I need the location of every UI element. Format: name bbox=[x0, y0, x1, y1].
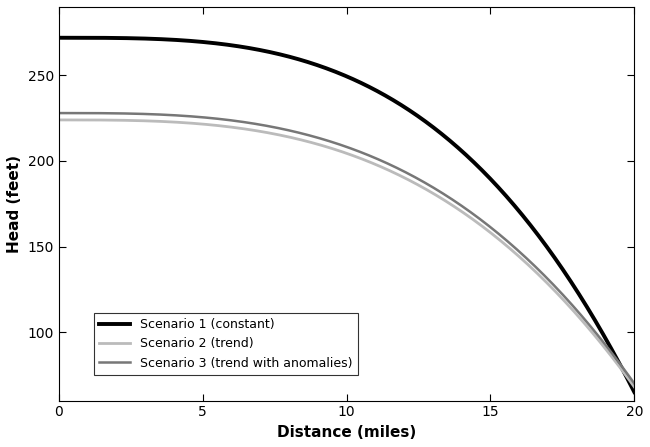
Legend: Scenario 1 (constant), Scenario 2 (trend), Scenario 3 (trend with anomalies): Scenario 1 (constant), Scenario 2 (trend… bbox=[94, 313, 358, 375]
Scenario 3 (trend with anomalies) bbox=[366, 153, 374, 159]
Line: Scenario 3 (trend with anomalies): Scenario 3 (trend with anomalies) bbox=[58, 113, 634, 384]
Scenario 2 (trend) bbox=[332, 147, 339, 152]
Scenario 2 (trend) bbox=[55, 117, 62, 122]
Scenario 3 (trend with anomalies) bbox=[526, 259, 534, 265]
Line: Scenario 1 (constant): Scenario 1 (constant) bbox=[58, 38, 634, 392]
Scenario 2 (trend) bbox=[630, 384, 638, 390]
Scenario 1 (constant) bbox=[328, 68, 336, 73]
Scenario 2 (trend) bbox=[526, 264, 534, 270]
Scenario 3 (trend with anomalies) bbox=[55, 110, 62, 116]
Y-axis label: Head (feet): Head (feet) bbox=[7, 155, 22, 253]
Line: Scenario 2 (trend): Scenario 2 (trend) bbox=[58, 120, 634, 387]
Scenario 3 (trend with anomalies) bbox=[630, 381, 638, 386]
Scenario 1 (constant) bbox=[630, 389, 638, 395]
Scenario 1 (constant) bbox=[55, 35, 62, 40]
Scenario 2 (trend) bbox=[366, 160, 374, 165]
Scenario 3 (trend with anomalies) bbox=[332, 140, 339, 146]
Scenario 2 (trend) bbox=[328, 146, 336, 151]
Scenario 3 (trend with anomalies) bbox=[328, 139, 336, 145]
Scenario 3 (trend with anomalies) bbox=[617, 362, 625, 367]
Scenario 2 (trend) bbox=[617, 366, 625, 371]
Scenario 1 (constant) bbox=[332, 69, 339, 75]
X-axis label: Distance (miles): Distance (miles) bbox=[277, 425, 416, 440]
Scenario 3 (trend with anomalies) bbox=[397, 168, 405, 173]
Scenario 1 (constant) bbox=[397, 102, 405, 108]
Scenario 1 (constant) bbox=[526, 223, 534, 228]
Scenario 1 (constant) bbox=[366, 85, 374, 90]
Scenario 1 (constant) bbox=[617, 363, 625, 368]
Scenario 2 (trend) bbox=[397, 173, 405, 179]
